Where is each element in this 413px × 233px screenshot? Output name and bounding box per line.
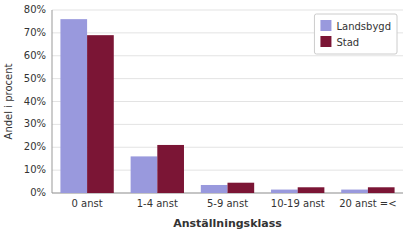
y-axis-line	[52, 10, 53, 193]
bars	[60, 19, 394, 193]
bar	[87, 35, 114, 193]
y-tick-label: 50%	[24, 73, 46, 84]
x-tick-label: 10-19 anst	[271, 198, 325, 209]
bar	[201, 185, 228, 193]
x-tick-label: 20 anst =<	[339, 198, 396, 209]
axes: 0% 10% 20% 30% 40% 50% 60% 70% 80% 0 anst 1-4 anst…	[24, 4, 403, 209]
bar	[298, 187, 325, 193]
bar	[368, 187, 395, 193]
bar	[341, 190, 368, 193]
x-tick-label: 1-4 anst	[137, 198, 178, 209]
y-tick-label: 70%	[24, 27, 46, 38]
grid-line	[52, 10, 403, 11]
bar	[157, 145, 184, 193]
chart-container: 0% 10% 20% 30% 40% 50% 60% 70% 80% 0 anst 1-4 anst…	[0, 0, 413, 233]
y-tick-label: 80%	[24, 4, 46, 15]
legend-swatch	[320, 36, 331, 47]
grid	[52, 10, 403, 193]
legend-box	[314, 14, 397, 54]
y-tick-label: 30%	[24, 118, 46, 129]
y-tick-label: 20%	[24, 141, 46, 152]
y-tick-label: 0%	[30, 187, 46, 198]
y-tick-label: 60%	[24, 50, 46, 61]
x-tick-label: 5-9 anst	[207, 198, 248, 209]
y-tick-label: 40%	[24, 96, 46, 107]
legend: Landsbygd Stad	[314, 14, 397, 54]
y-tick-label: 10%	[24, 164, 46, 175]
bar	[60, 19, 87, 193]
x-axis-title: Anställningsklass	[173, 217, 282, 230]
legend-label: Stad	[336, 37, 359, 48]
y-axis-title: Andel i procent	[3, 63, 14, 139]
bar	[228, 183, 255, 193]
legend-swatch	[320, 20, 331, 31]
chart-svg: 0% 10% 20% 30% 40% 50% 60% 70% 80% 0 anst 1-4 anst…	[0, 0, 413, 233]
bar	[271, 190, 298, 193]
legend-label: Landsbygd	[336, 21, 391, 32]
x-tick-label: 0 anst	[72, 198, 103, 209]
bar	[131, 156, 158, 193]
